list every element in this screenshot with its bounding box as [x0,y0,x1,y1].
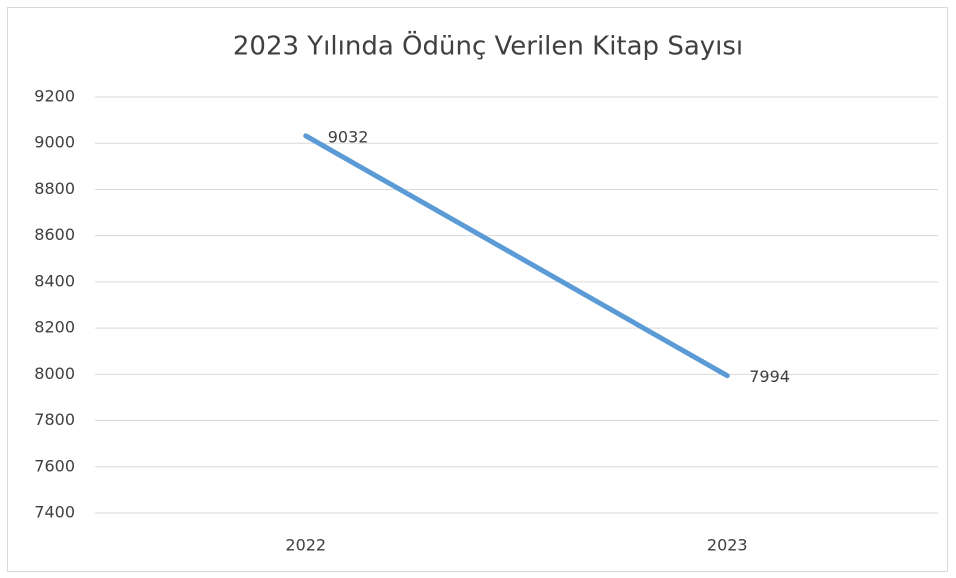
chart-title: 2023 Yılında Ödünç Verilen Kitap Sayısı [233,30,743,62]
y-tick-label: 8000 [34,364,75,383]
y-tick-label: 7800 [34,410,75,429]
data-label: 7994 [749,367,790,386]
y-tick-label: 7400 [34,503,75,522]
x-tick-label: 2023 [707,536,748,555]
y-tick-label: 8600 [34,225,75,244]
x-tick-label: 2022 [285,536,326,555]
line-series [303,133,730,379]
chart-border [7,7,948,572]
y-tick-label: 8400 [34,271,75,290]
y-tick-label: 7600 [34,456,75,475]
data-label: 9032 [328,127,369,146]
y-tick-label: 9200 [34,87,75,106]
y-tick-label: 8800 [34,179,75,198]
y-tick-label: 8200 [34,318,75,337]
y-tick-label: 9000 [34,133,75,152]
